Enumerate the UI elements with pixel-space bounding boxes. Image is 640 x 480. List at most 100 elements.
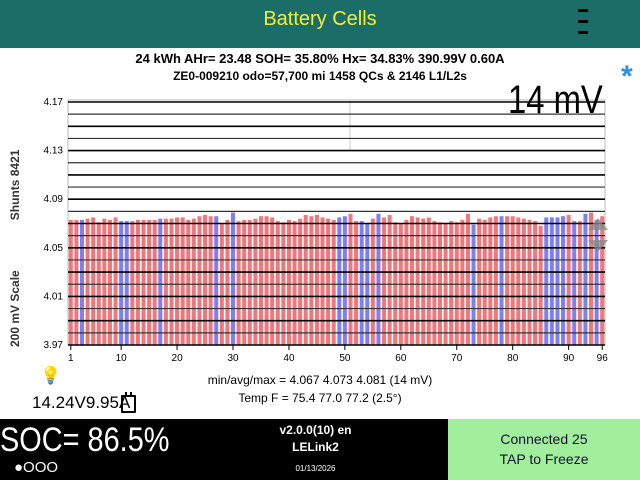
cell-bar [410,216,415,345]
x-tick-label: 60 [395,353,407,364]
cell-bar [107,219,112,345]
cell-bar [382,217,387,345]
cell-bar [186,219,191,345]
device-name: LELink2 [292,440,339,454]
freeze-button[interactable]: Connected 25 TAP to Freeze [448,419,640,480]
top-bar: Battery Cells [0,0,640,48]
cell-bar [102,218,107,345]
shunt-cell-bar [231,212,236,345]
cell-bar [314,214,319,345]
scroll-up-icon [588,218,608,230]
x-tick-label: 70 [451,353,463,364]
cell-bar [370,218,375,345]
cell-bar [449,221,454,345]
battery-icon [121,392,136,413]
cell-bar [589,212,594,345]
cell-bar [533,221,538,345]
cell-voltage-chart: 4.17 4.13 4.09 4.05 4.01 3.97 1 10 20 30 40 50 60 70 8… [44,97,609,364]
cell-bar [309,216,314,345]
cell-bar [91,217,96,345]
cell-bar [326,218,331,345]
cell-bar [85,218,90,345]
cell-bar [163,218,168,345]
shunt-cell-bar [499,216,504,345]
soc-panel: SOC= 86.5% ●OOO [0,419,183,480]
shunt-cell-bar [561,216,566,345]
cell-bar [225,219,230,345]
cell-bar [488,217,493,345]
cell-bar [454,222,459,345]
temperature-stats: Temp F = 75.4 77.0 77.2 (2.5°) [238,391,402,405]
soc-value: SOC= 86.5% [0,421,170,459]
voltage-spread-display: 14 mV [508,78,603,122]
y-tick-label: 4.05 [44,243,64,254]
cell-bar [281,222,286,345]
shunt-cell-bar [158,218,163,345]
shunt-cell-bar [79,219,84,345]
cell-bar [275,221,280,345]
shunt-cell-bar [337,217,342,345]
cell-bar [482,219,487,345]
cell-bar [169,218,174,345]
cell-bar [493,216,498,345]
cell-bar [130,221,135,345]
cell-bar [208,216,213,345]
cell-bar [270,217,275,345]
x-tick-label: 10 [116,353,128,364]
cell-bar [191,218,196,345]
cell-bar [203,214,208,345]
shunt-cell-bar [214,216,219,345]
y-tick-label: 4.01 [44,291,64,302]
cell-bar [404,219,409,345]
date-label: 01/13/2026 [295,464,336,473]
cell-bar [258,216,263,345]
battery-summary: 24 kWh AHr= 23.48 SOH= 35.80% Hx= 34.83%… [135,51,505,66]
shunt-cell-bar [555,217,560,345]
x-tick-label: 20 [172,353,184,364]
shunt-cell-bar [594,219,599,345]
y-tick-label: 3.97 [44,340,64,351]
min-avg-max: min/avg/max = 4.067 4.073 4.081 (14 mV) [207,373,433,387]
cell-bar [113,217,118,345]
shunt-cell-bar [359,221,364,345]
aux-voltage-current: 14.24V9.95A [32,393,131,412]
cell-bar [521,218,526,345]
cell-bar [516,217,521,345]
x-tick-label: 50 [339,353,351,364]
lightbulb-icon[interactable]: 💡 [40,366,62,385]
connection-status: Connected 25 [500,431,588,447]
tap-to-freeze-label: TAP to Freeze [499,451,589,467]
cell-bar [68,219,73,345]
x-tick-label: 90 [563,353,575,364]
cell-bar [437,222,442,345]
x-tick-label: 80 [507,353,519,364]
cell-bar [510,216,515,345]
app-title: Battery Cells [263,8,377,30]
shunt-cell-bar [583,213,588,345]
cell-bar [180,217,185,345]
y-tick-label: 4.09 [44,194,64,205]
shunt-cell-bar [471,224,476,345]
menu-icon[interactable] [572,5,596,39]
cell-bar [415,217,420,345]
cell-bar [566,214,571,345]
cell-bar [197,216,202,345]
cell-bar [354,221,359,345]
cell-bar [331,219,336,345]
page-dots: ●OOO [14,459,59,476]
cell-bar [147,219,152,345]
cell-bar [74,219,79,345]
shunt-cell-bar [342,216,347,345]
cell-bar [253,218,258,345]
shunt-cell-bar [376,213,381,345]
cell-bar [236,221,241,345]
x-tick-label: 1 [68,353,74,364]
cell-bar [298,218,303,345]
y-tick-label: 4.17 [44,97,64,108]
vehicle-info: ZE0-009210 odo=57,700 mi 1458 QCs & 2146… [173,69,467,83]
cell-bar [152,219,157,345]
cell-bar [393,222,398,345]
star-icon[interactable]: * [621,60,633,93]
shunt-cell-bar [572,221,577,345]
cell-bar [387,214,392,345]
